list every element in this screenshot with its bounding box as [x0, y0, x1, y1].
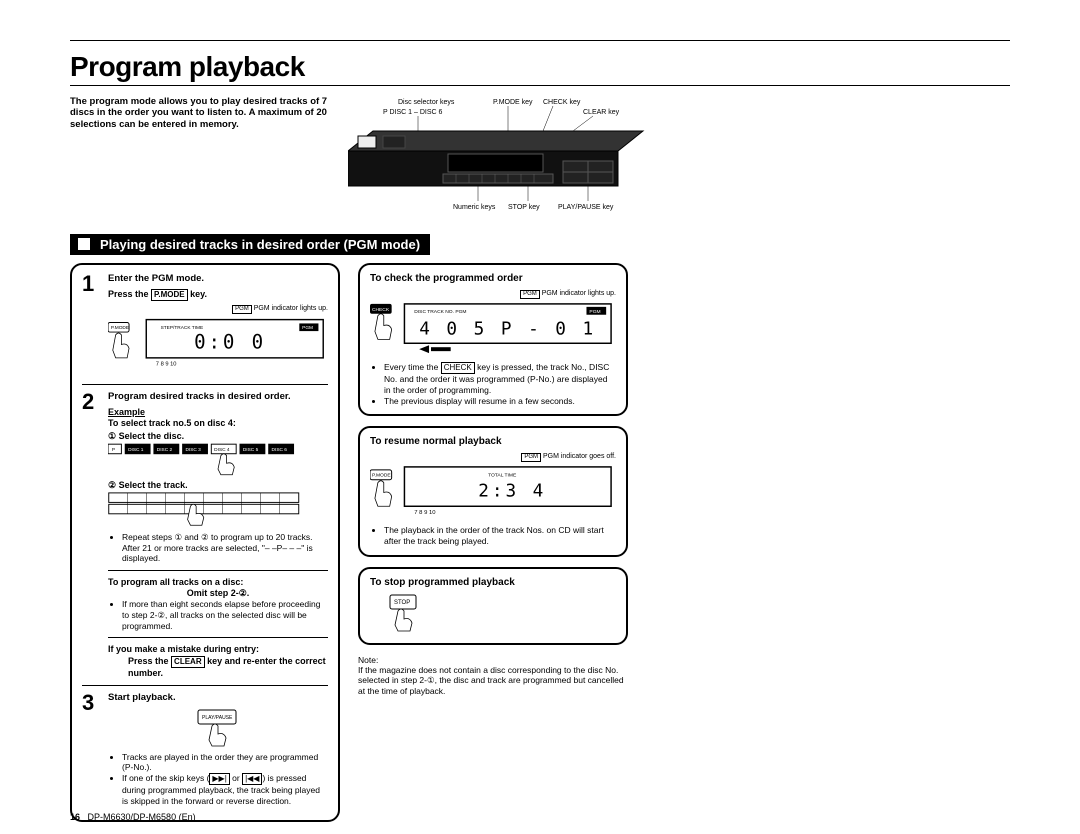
intro-row: The program mode allows you to play desi…: [70, 96, 1010, 219]
note-heading: Note:: [358, 655, 628, 665]
step2-example: Example: [108, 407, 328, 418]
resume-b1: The playback in the order of the track N…: [384, 525, 616, 546]
step3-num: 3: [82, 692, 100, 806]
mistake-title: If you make a mistake during entry:: [108, 644, 328, 655]
step3-b2: If one of the skip keys (▶▶| or |◀◀) is …: [122, 773, 328, 806]
intro-text: The program mode allows you to play desi…: [70, 96, 330, 219]
svg-text:4 0 5 P - 0 1: 4 0 5 P - 0 1: [419, 319, 596, 339]
section-heading: Playing desired tracks in desired order …: [70, 234, 430, 255]
step2-num: 2: [82, 391, 100, 679]
label-check: CHECK key: [543, 99, 581, 106]
step2-example-line: To select track no.5 on disc 4:: [108, 418, 328, 429]
label-stop: STOP key: [508, 204, 540, 211]
svg-text:7 8 9 10: 7 8 9 10: [414, 510, 436, 516]
svg-text:PGM: PGM: [589, 309, 600, 315]
label-numeric: Numeric keys: [453, 204, 496, 211]
check-title: To check the programmed order: [370, 273, 616, 286]
mistake-pre: Press the: [128, 656, 169, 666]
step2-bullet: Repeat steps ① and ② to program up to 20…: [122, 532, 328, 564]
label-disc-sel: Disc selector keys: [398, 99, 455, 106]
stop-btn-svg: STOP: [380, 593, 440, 633]
device-diagram: Disc selector keys P DISC 1 – DISC 6 P.M…: [348, 96, 1010, 219]
stop-panel: To stop programmed playback STOP: [358, 567, 628, 646]
check-panel: To check the programmed order PGM PGM in…: [358, 263, 628, 416]
svg-text:DISC 5: DISC 5: [243, 447, 259, 453]
check-indicator: PGM indicator lights up.: [542, 290, 616, 297]
resume-title: To resume normal playback: [370, 436, 616, 449]
clear-key-box: CLEAR: [171, 656, 205, 668]
check-b1: Every time the CHECK key is pressed, the…: [384, 362, 616, 395]
svg-text:PLAY/PAUSE: PLAY/PAUSE: [202, 715, 233, 721]
pmode-key-box: P.MODE: [151, 289, 188, 301]
label-clear: CLEAR key: [583, 109, 620, 116]
step1-display: P.MODE STEP/TRACK TIME PGM 0:0 0 7 8 9 1…: [108, 314, 328, 374]
left-panel: 1 Enter the PGM mode. Press the P.MODE k…: [70, 263, 340, 822]
step1-num: 1: [82, 273, 100, 378]
svg-text:CHECK: CHECK: [372, 307, 390, 313]
right-col: To check the programmed order PGM PGM in…: [358, 263, 628, 832]
play-btn-svg: PLAY/PAUSE: [188, 708, 248, 748]
note-body: If the magazine does not contain a disc …: [358, 665, 628, 696]
step3-b1: Tracks are played in the order they are …: [122, 752, 328, 773]
svg-text:PGM: PGM: [302, 326, 313, 332]
step2-title: Program desired tracks in desired order.: [108, 391, 328, 403]
svg-text:DISC TRACK NO. PGM: DISC TRACK NO. PGM: [414, 309, 466, 315]
right-note: Note: If the magazine does not contain a…: [358, 655, 628, 696]
resume-panel: To resume normal playback PGM PGM indica…: [358, 426, 628, 557]
device-svg: Disc selector keys P DISC 1 – DISC 6 P.M…: [348, 96, 668, 216]
label-disc-keys: P DISC 1 – DISC 6: [383, 109, 443, 116]
svg-text:DISC 6: DISC 6: [272, 447, 288, 453]
step2-sub2: ② Select the track.: [108, 480, 328, 491]
two-col: 1 Enter the PGM mode. Press the P.MODE k…: [70, 263, 1010, 832]
svg-text:DISC 3: DISC 3: [185, 447, 201, 453]
step1-after: key.: [190, 289, 207, 299]
svg-text:2:3 4: 2:3 4: [478, 482, 546, 502]
svg-text:TOTAL TIME: TOTAL TIME: [488, 473, 517, 479]
label-play: PLAY/PAUSE key: [558, 204, 614, 211]
check-display: CHECK DISC TRACK NO. PGM PGM 4 0 5 P - 0…: [370, 299, 616, 359]
svg-text:DISC 2: DISC 2: [157, 447, 173, 453]
svg-text:P: P: [112, 447, 115, 453]
svg-text:DISC 4: DISC 4: [214, 447, 230, 453]
page-title: Program playback: [70, 51, 1010, 83]
svg-text:STOP: STOP: [394, 600, 410, 606]
top-rule: [70, 40, 1010, 41]
page-number: 16: [70, 812, 80, 822]
page-model: DP-M6630/DP-M6580 (En): [88, 812, 196, 822]
step3-title: Start playback.: [108, 692, 328, 704]
all-tracks-title: To program all tracks on a disc:: [108, 577, 328, 588]
svg-text:DISC 1: DISC 1: [128, 447, 144, 453]
resume-indicator: PGM indicator goes off.: [543, 453, 616, 460]
stop-title: To stop programmed playback: [370, 577, 616, 590]
svg-text:P.MODE: P.MODE: [372, 473, 391, 479]
svg-text:0:0 0: 0:0 0: [194, 331, 266, 354]
note-8sec: If more than eight seconds elapse before…: [122, 599, 328, 631]
step2-sub1: ① Select the disc.: [108, 431, 328, 442]
label-pmode: P.MODE key: [493, 99, 533, 106]
page-footer: 16 DP-M6630/DP-M6580 (En): [70, 812, 196, 822]
step1-press: Press the: [108, 289, 149, 299]
numeric-row-svg: [108, 491, 328, 529]
step2: 2 Program desired tracks in desired orde…: [82, 391, 328, 679]
title-rule: [70, 85, 1010, 86]
step1-title: Enter the PGM mode.: [108, 273, 328, 285]
left-col: 1 Enter the PGM mode. Press the P.MODE k…: [70, 263, 340, 832]
disc-row-svg: P DISC 1 DISC 2 DISC 3 DISC 4 DISC 5 DIS…: [108, 442, 328, 476]
svg-text:7 8 9 10: 7 8 9 10: [156, 362, 177, 368]
all-tracks-body: Omit step 2-②.: [108, 588, 328, 599]
check-b2: The previous display will resume in a fe…: [384, 396, 616, 407]
step1-indicator: PGM indicator lights up.: [254, 305, 328, 312]
svg-text:P.MODE: P.MODE: [111, 326, 129, 332]
resume-display: P.MODE TOTAL TIME 2:3 4 7 8 9 10: [370, 462, 616, 522]
step3: 3 Start playback. PLAY/PAUSE Tracks are …: [82, 692, 328, 806]
step1: 1 Enter the PGM mode. Press the P.MODE k…: [82, 273, 328, 378]
